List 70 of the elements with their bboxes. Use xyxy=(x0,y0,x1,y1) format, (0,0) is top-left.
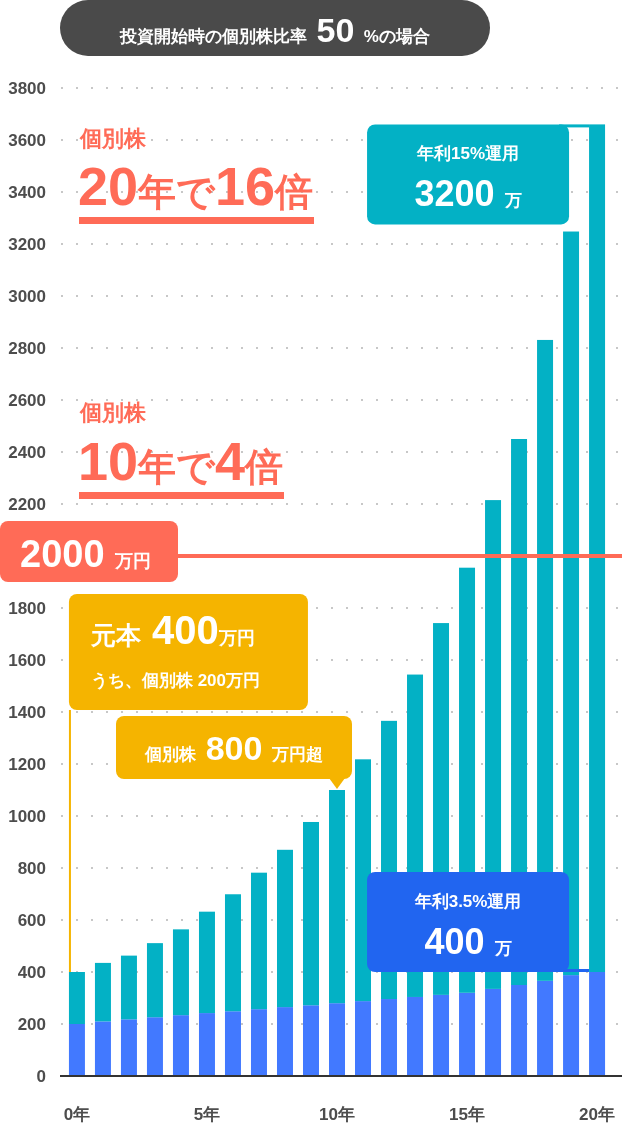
bar xyxy=(94,962,111,1022)
bar xyxy=(407,996,424,1076)
bar xyxy=(120,1019,137,1076)
bar xyxy=(589,972,606,1076)
bar xyxy=(94,1021,111,1076)
annotation: 3200 万 xyxy=(414,173,522,215)
y-tick-label: 1000 xyxy=(8,807,46,826)
bar xyxy=(250,1009,267,1076)
annotation: 個別株 xyxy=(79,126,147,151)
x-tick-label: 15年 xyxy=(449,1105,485,1124)
x-tick-label: 10年 xyxy=(319,1105,355,1124)
bar xyxy=(224,894,241,1012)
y-tick-label: 3200 xyxy=(8,235,46,254)
bar xyxy=(276,849,293,1008)
bar xyxy=(276,1007,293,1076)
annotation: 個別株 xyxy=(79,400,147,425)
bar xyxy=(303,1005,319,1076)
bar xyxy=(146,1017,163,1076)
y-tick-label: 2800 xyxy=(8,339,46,358)
bar xyxy=(355,1001,371,1076)
y-tick-label: 3800 xyxy=(8,79,46,98)
bar xyxy=(459,992,476,1076)
y-tick-label: 0 xyxy=(36,1067,46,1086)
bar xyxy=(485,988,502,1076)
annotation: 10年で4倍 xyxy=(78,431,284,491)
bar xyxy=(303,821,319,1006)
bar xyxy=(537,980,554,1076)
bar xyxy=(329,1003,345,1076)
annotation: 年利15%運用 xyxy=(416,144,520,164)
y-tick-label: 3400 xyxy=(8,183,46,202)
annotation: 400 万 xyxy=(424,921,512,962)
annotation: 年利3.5%運用 xyxy=(413,892,522,911)
y-tick-label: 3600 xyxy=(8,131,46,150)
y-tick-label: 3000 xyxy=(8,287,46,306)
y-tick-label: 1200 xyxy=(8,755,46,774)
y-tick-label: 200 xyxy=(17,1015,46,1034)
bar xyxy=(224,1011,241,1076)
bar xyxy=(198,911,215,1014)
x-tick-label: 5年 xyxy=(193,1105,221,1124)
bar xyxy=(511,985,528,1076)
y-tick-label: 400 xyxy=(17,963,46,982)
y-tick-label: 2600 xyxy=(8,391,46,410)
annotation: 個別株 800 万円超 xyxy=(144,729,323,767)
bar xyxy=(120,955,137,1020)
y-tick-label: 1400 xyxy=(8,703,46,722)
x-tick-label: 20年 xyxy=(579,1105,616,1124)
bar xyxy=(172,929,189,1016)
y-tick-label: 2400 xyxy=(8,443,46,462)
y-tick-label: 800 xyxy=(17,859,46,878)
bar xyxy=(68,1024,85,1076)
y-tick-label: 1800 xyxy=(8,599,46,618)
annotation: 20年で16倍 xyxy=(78,156,314,216)
y-tick-label: 1600 xyxy=(8,651,46,670)
annotation: うち、個別株 200万円 xyxy=(90,671,261,690)
ref-line-label: 2000 万円 xyxy=(20,533,152,575)
bar xyxy=(250,872,267,1010)
bar xyxy=(172,1015,189,1076)
bar xyxy=(589,124,606,972)
bar xyxy=(146,943,163,1018)
bar xyxy=(198,1013,215,1076)
bar xyxy=(68,972,85,1024)
annotation: 元本 400万円 xyxy=(89,608,255,652)
y-tick-label: 600 xyxy=(17,911,46,930)
bar xyxy=(433,994,450,1076)
y-tick-label: 2200 xyxy=(8,495,46,514)
bar xyxy=(381,999,398,1076)
x-tick-label: 0年 xyxy=(63,1105,91,1124)
chart-title: 投資開始時の個別株比率 50 %の場合 xyxy=(119,11,430,49)
bar xyxy=(563,975,580,1076)
bar xyxy=(355,759,371,1002)
